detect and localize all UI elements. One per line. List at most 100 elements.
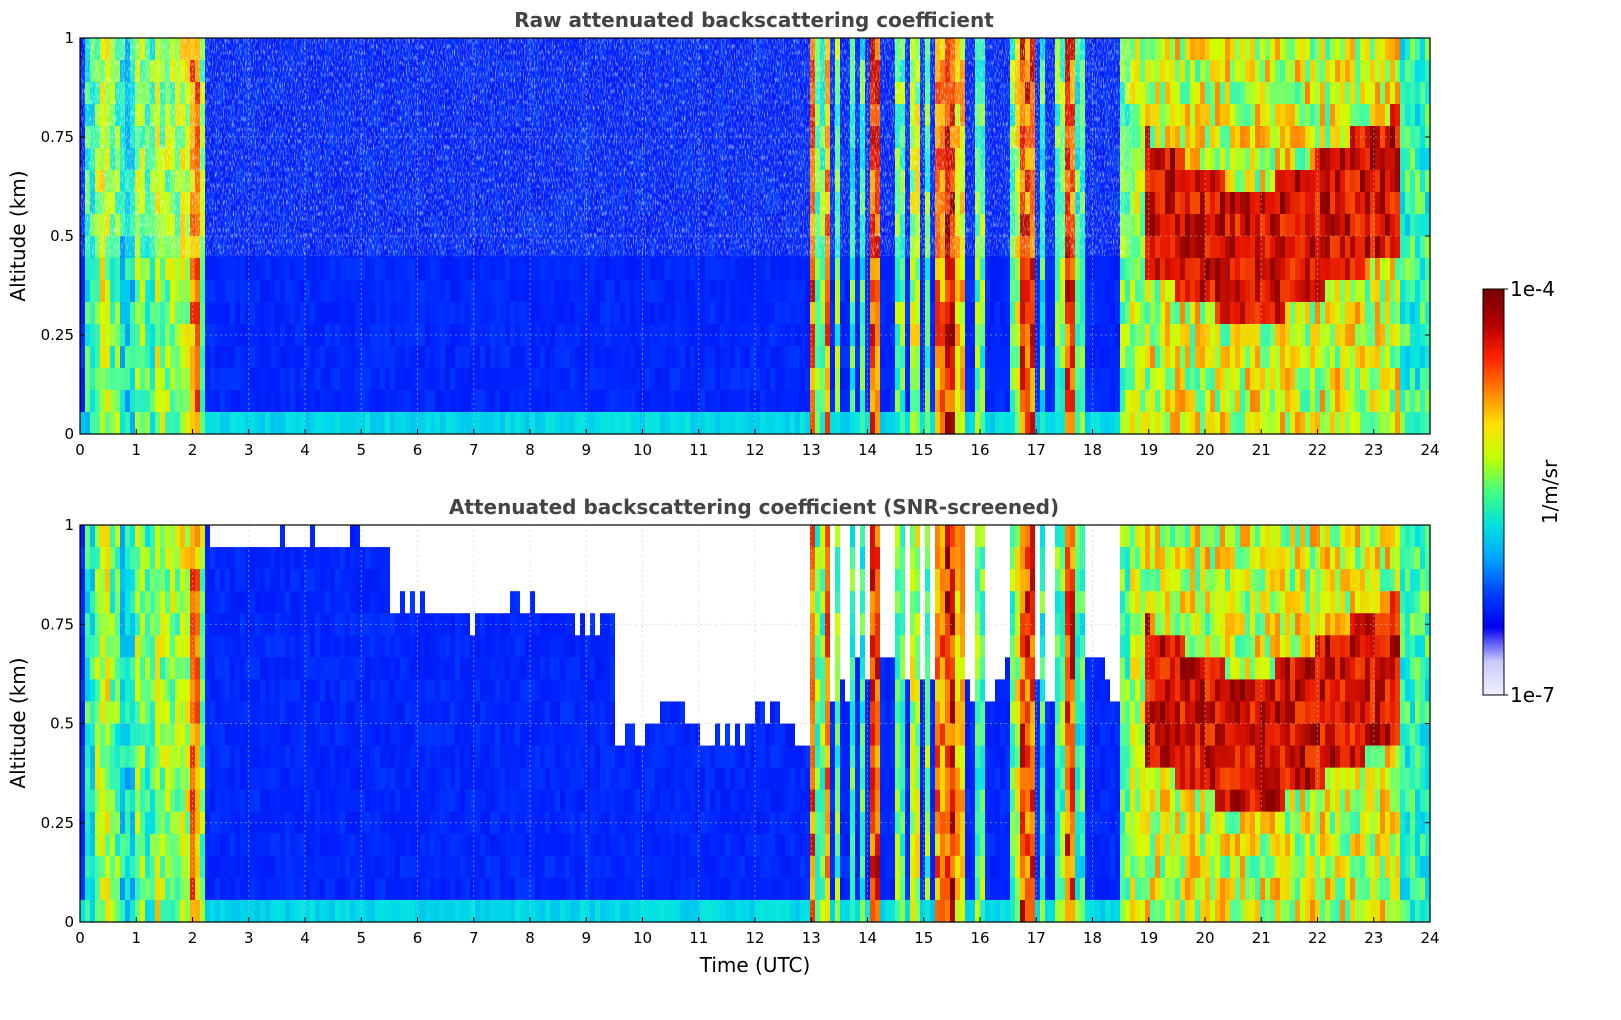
heatmap-cell	[1215, 60, 1221, 83]
heatmap-cell	[775, 258, 781, 281]
heatmap-cell	[1065, 390, 1071, 413]
heatmap-cell	[870, 390, 876, 413]
heatmap-cell	[275, 368, 281, 391]
heatmap-cell	[1065, 258, 1071, 281]
heatmap-cell	[1420, 104, 1426, 127]
heatmap-cell	[215, 302, 221, 325]
heatmap-cell	[750, 368, 756, 391]
heatmap-cell	[1255, 104, 1261, 127]
heatmap-cell	[455, 412, 461, 435]
heatmap-cell	[900, 368, 906, 391]
heatmap-cell	[1215, 170, 1221, 193]
heatmap-cell	[1040, 390, 1046, 413]
heatmap-cell	[560, 346, 566, 369]
heatmap-cell	[1420, 324, 1426, 347]
heatmap-cell	[1215, 38, 1221, 61]
heatmap-cell	[1345, 302, 1351, 325]
heatmap-cell	[510, 368, 516, 391]
heatmap-cell	[225, 412, 231, 435]
heatmap-cell	[920, 324, 926, 347]
heatmap-cell	[555, 258, 561, 281]
heatmap-cell	[780, 324, 786, 347]
heatmap-cell	[1280, 104, 1286, 127]
heatmap-cell	[1060, 280, 1066, 303]
heatmap-cell	[280, 346, 286, 369]
heatmap-cell	[1105, 324, 1111, 347]
heatmap-cell	[500, 412, 506, 435]
heatmap-cell	[1360, 280, 1366, 303]
heatmap-cell	[290, 258, 296, 281]
heatmap-cell	[810, 412, 816, 435]
heatmap-cell	[1220, 324, 1226, 347]
heatmap-cell	[1020, 258, 1026, 281]
heatmap-cell	[1255, 236, 1261, 259]
heatmap-cell	[1330, 38, 1336, 61]
heatmap-cell	[795, 324, 801, 347]
heatmap-cell	[1200, 302, 1206, 325]
heatmap-cell	[1260, 214, 1266, 237]
heatmap-cell	[340, 412, 346, 435]
heatmap-cell	[200, 280, 206, 303]
heatmap-cell	[1355, 258, 1361, 281]
heatmap-cell	[575, 280, 581, 303]
heatmap-cell	[1175, 412, 1181, 435]
heatmap-cell	[900, 346, 906, 369]
heatmap-cell	[1110, 258, 1116, 281]
heatmap-cell	[245, 302, 251, 325]
heatmap-cell	[1385, 170, 1391, 193]
heatmap-cell	[795, 280, 801, 303]
heatmap-cell	[1150, 368, 1156, 391]
heatmap-cell	[1350, 148, 1356, 171]
heatmap-cell	[465, 324, 471, 347]
heatmap-cell	[1235, 148, 1241, 171]
heatmap-cell	[440, 368, 446, 391]
heatmap-cell	[810, 324, 816, 347]
heatmap-cell	[315, 346, 321, 369]
heatmap-cell	[495, 412, 501, 435]
heatmap-cell	[1030, 412, 1036, 435]
heatmap-cell	[1195, 258, 1201, 281]
heatmap-cell	[445, 390, 451, 413]
heatmap-cell	[245, 280, 251, 303]
heatmap-cell	[1215, 82, 1221, 105]
heatmap-cell	[1235, 390, 1241, 413]
heatmap-cell	[1145, 192, 1151, 215]
heatmap-cell	[435, 346, 441, 369]
heatmap-cell	[350, 412, 356, 435]
heatmap-cell	[1175, 170, 1181, 193]
heatmap-cell	[135, 280, 141, 303]
heatmap-cell	[1335, 368, 1341, 391]
heatmap-cell	[1425, 104, 1431, 127]
heatmap-cell	[1175, 126, 1181, 149]
heatmap-cell	[740, 368, 746, 391]
heatmap-cell	[1145, 104, 1151, 127]
heatmap-cell	[295, 368, 301, 391]
heatmap-cell	[1225, 38, 1231, 61]
heatmap-cell	[295, 324, 301, 347]
heatmap-cell	[850, 368, 856, 391]
heatmap-cell	[675, 412, 681, 435]
heatmap-cell	[1160, 412, 1166, 435]
heatmap-cell	[1370, 38, 1376, 61]
heatmap-cell	[1250, 390, 1256, 413]
heatmap-cell	[1160, 302, 1166, 325]
heatmap-cell	[185, 346, 191, 369]
heatmap-cell	[510, 346, 516, 369]
heatmap-cell	[1190, 390, 1196, 413]
heatmap-cell	[1360, 104, 1366, 127]
heatmap-cell	[485, 390, 491, 413]
heatmap-cell	[495, 258, 501, 281]
heatmap-cell	[80, 258, 86, 281]
heatmap-cell	[985, 368, 991, 391]
heatmap-cell	[1380, 192, 1386, 215]
heatmap-cell	[350, 346, 356, 369]
heatmap-cell	[1145, 82, 1151, 105]
heatmap-cell	[1420, 280, 1426, 303]
heatmap-cell	[1375, 302, 1381, 325]
heatmap-cell	[1005, 390, 1011, 413]
heatmap-cell	[1150, 258, 1156, 281]
heatmap-cell	[250, 302, 256, 325]
heatmap-cell	[570, 280, 576, 303]
heatmap-cell	[785, 412, 791, 435]
heatmap-cell	[595, 346, 601, 369]
